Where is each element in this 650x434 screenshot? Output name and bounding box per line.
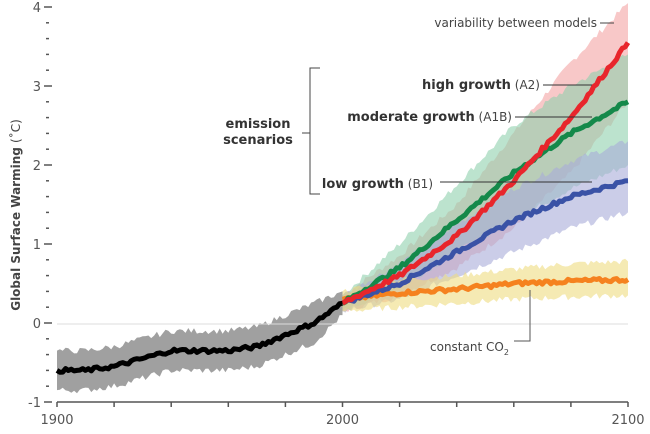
y-tick-label: 4 — [33, 1, 41, 16]
uncertainty-bands — [57, 3, 628, 394]
constant-co2-label: constant CO2 — [430, 340, 509, 357]
scenario-bracket — [302, 67, 320, 195]
x-tick-label: 1900 — [40, 413, 73, 428]
emission-label-2: scenarios — [223, 133, 293, 148]
band-moderate-growth — [342, 54, 628, 312]
axes: -1 0 1 2 3 4 1900 2000 2100 — [28, 1, 645, 428]
line-constant-co2 — [341, 276, 630, 302]
x-tick-label: 2100 — [611, 413, 644, 428]
band-historical — [57, 291, 343, 394]
y-tick-label: -1 — [28, 396, 41, 411]
y-tick-label: 1 — [33, 238, 41, 253]
series-lines — [55, 41, 631, 375]
label-a2: high growth (A2) — [422, 78, 540, 93]
variability-label: variability between models — [434, 16, 597, 30]
line-moderate-growth — [341, 99, 630, 306]
y-tick-label: 2 — [33, 159, 41, 174]
band-high-growth — [342, 3, 628, 312]
line-high-growth — [341, 41, 631, 306]
line-historical — [55, 300, 343, 375]
label-b1: low growth (B1) — [322, 177, 433, 192]
emission-label-1: emission — [226, 117, 291, 132]
line-low-growth — [341, 178, 629, 306]
y-tick-label: 3 — [33, 80, 41, 95]
constant-co2-leader — [514, 290, 531, 342]
y-tick-label: 0 — [33, 317, 41, 332]
y-axis-label: Global Surface Warming (˚C) — [8, 119, 23, 311]
band-low-growth — [342, 140, 628, 313]
label-a1b: moderate growth (A1B) — [347, 110, 512, 125]
x-tick-label: 2000 — [326, 413, 359, 428]
